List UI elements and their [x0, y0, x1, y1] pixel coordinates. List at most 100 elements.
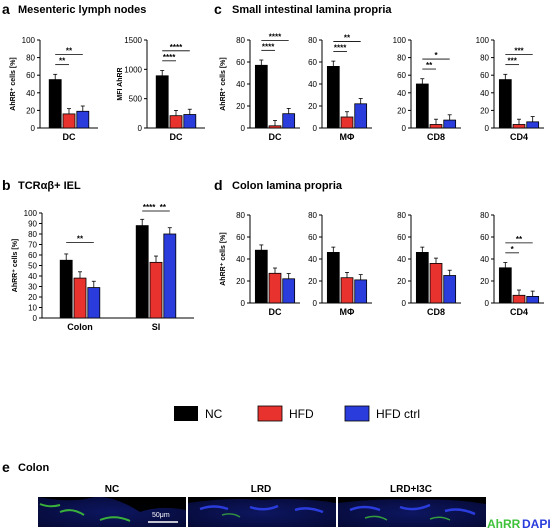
y-tick-label: 80: [397, 211, 406, 220]
y-tick-label: 40: [480, 89, 489, 98]
y-tick-label: 0: [241, 299, 246, 308]
y-tick-label: 0: [138, 124, 143, 133]
bar: [183, 114, 197, 129]
legend-label-hfd-ctrl: HFD ctrl: [376, 407, 420, 421]
y-tick-label: 20: [308, 102, 317, 111]
bar: [354, 279, 368, 304]
y-tick-label: 80: [397, 54, 406, 63]
bar: [254, 249, 268, 304]
bar: [282, 113, 296, 129]
bar: [340, 116, 354, 129]
legend-swatch-nc: [174, 406, 198, 421]
y-tick-label: 1000: [124, 65, 142, 74]
bar: [429, 262, 443, 304]
y-tick-label: 20: [480, 277, 489, 286]
significance-label: **: [59, 57, 66, 66]
y-tick-label: 100: [476, 36, 490, 45]
y-tick-label: 80: [28, 230, 37, 239]
legend-label-hfd: HFD: [289, 407, 314, 421]
bar: [268, 272, 282, 304]
y-tick-label: 0: [313, 124, 318, 133]
y-tick-label: 50: [28, 262, 37, 271]
y-tick-label: 0: [33, 314, 38, 323]
y-tick-label: 80: [236, 36, 245, 45]
bar: [76, 110, 90, 129]
bar: [163, 233, 177, 319]
y-axis-label: AhRR⁺ cells [%]: [10, 57, 17, 110]
stain-label-dapi: DAPI: [522, 517, 550, 531]
bar: [155, 75, 169, 129]
bar: [268, 125, 282, 129]
significance-label: ****: [143, 203, 156, 212]
y-tick-label: 20: [28, 293, 37, 302]
bar: [340, 277, 354, 304]
chart-c4: 0 20 40 60 80 100 CD4 ******: [476, 36, 544, 142]
y-tick-label: 20: [480, 106, 489, 115]
bar: [149, 261, 163, 319]
category-label: SI: [152, 322, 161, 332]
y-tick-label: 60: [397, 233, 406, 242]
y-tick-label: 20: [397, 277, 406, 286]
category-label: DC: [170, 132, 183, 142]
bar: [282, 278, 296, 304]
y-tick-label: 60: [397, 71, 406, 80]
category-label: CD8: [427, 132, 445, 142]
significance-label: ***: [514, 47, 524, 56]
bar: [512, 124, 526, 129]
panel-a-title: Mesenteric lymph nodes: [18, 4, 146, 16]
y-tick-label: 20: [236, 277, 245, 286]
bar: [415, 83, 429, 129]
chart-d3: 0 20 40 60 80 CD8: [397, 211, 461, 317]
bar: [354, 103, 368, 129]
y-axis-label: AhRR⁺ cells [%]: [220, 57, 227, 110]
micrograph-nc: [38, 496, 186, 527]
panel-b-title: TCRαβ+ IEL: [18, 180, 81, 192]
bar: [62, 113, 76, 129]
y-tick-label: 40: [26, 89, 35, 98]
y-tick-label: 80: [480, 54, 489, 63]
category-label: DC: [269, 307, 282, 317]
y-tick-label: 100: [393, 36, 407, 45]
y-tick-label: 60: [480, 71, 489, 80]
bar: [48, 79, 62, 129]
significance-label: **: [426, 61, 433, 70]
y-tick-label: 100: [22, 36, 36, 45]
significance-label: **: [77, 234, 84, 243]
micrograph-titles: NC LRD LRD+I3C: [105, 484, 432, 495]
bar: [498, 79, 512, 129]
bar: [254, 64, 268, 129]
micrograph-lrd: [188, 497, 336, 527]
legend-swatch-hfd: [257, 405, 283, 422]
y-tick-label: 30: [28, 283, 37, 292]
y-tick-label: 80: [308, 211, 317, 220]
y-tick-label: 40: [480, 255, 489, 264]
bar: [526, 121, 540, 129]
chart-d4: 0 20 40 60 80 CD4 ***: [480, 211, 544, 317]
y-tick-label: 90: [28, 220, 37, 229]
legend-swatch-hfd-ctrl: [344, 405, 370, 422]
bar: [415, 251, 429, 304]
bar: [326, 251, 340, 304]
y-tick-label: 1500: [124, 36, 142, 45]
y-tick-label: 0: [402, 124, 407, 133]
significance-label: ****: [163, 53, 176, 62]
y-tick-label: 60: [26, 71, 35, 80]
panel-c-letter: c: [214, 1, 222, 17]
micrograph-lrd-i3c: [338, 497, 486, 527]
significance-label: **: [344, 33, 351, 42]
micrograph-title-lrd: LRD: [251, 484, 272, 495]
y-tick-label: 80: [308, 36, 317, 45]
significance-label: ****: [334, 43, 347, 52]
y-tick-label: 100: [24, 209, 38, 218]
bar: [135, 225, 149, 319]
chart-a1: 0 20 40 60 80 100 AhRR⁺ cells [%] DC ****: [10, 36, 98, 142]
y-tick-label: 0: [485, 124, 490, 133]
panel-e-letter: e: [2, 459, 10, 475]
y-tick-label: 500: [129, 95, 143, 104]
y-tick-label: 60: [28, 251, 37, 260]
y-tick-label: 80: [480, 211, 489, 220]
significance-label: **: [160, 203, 167, 212]
y-tick-label: 0: [485, 299, 490, 308]
